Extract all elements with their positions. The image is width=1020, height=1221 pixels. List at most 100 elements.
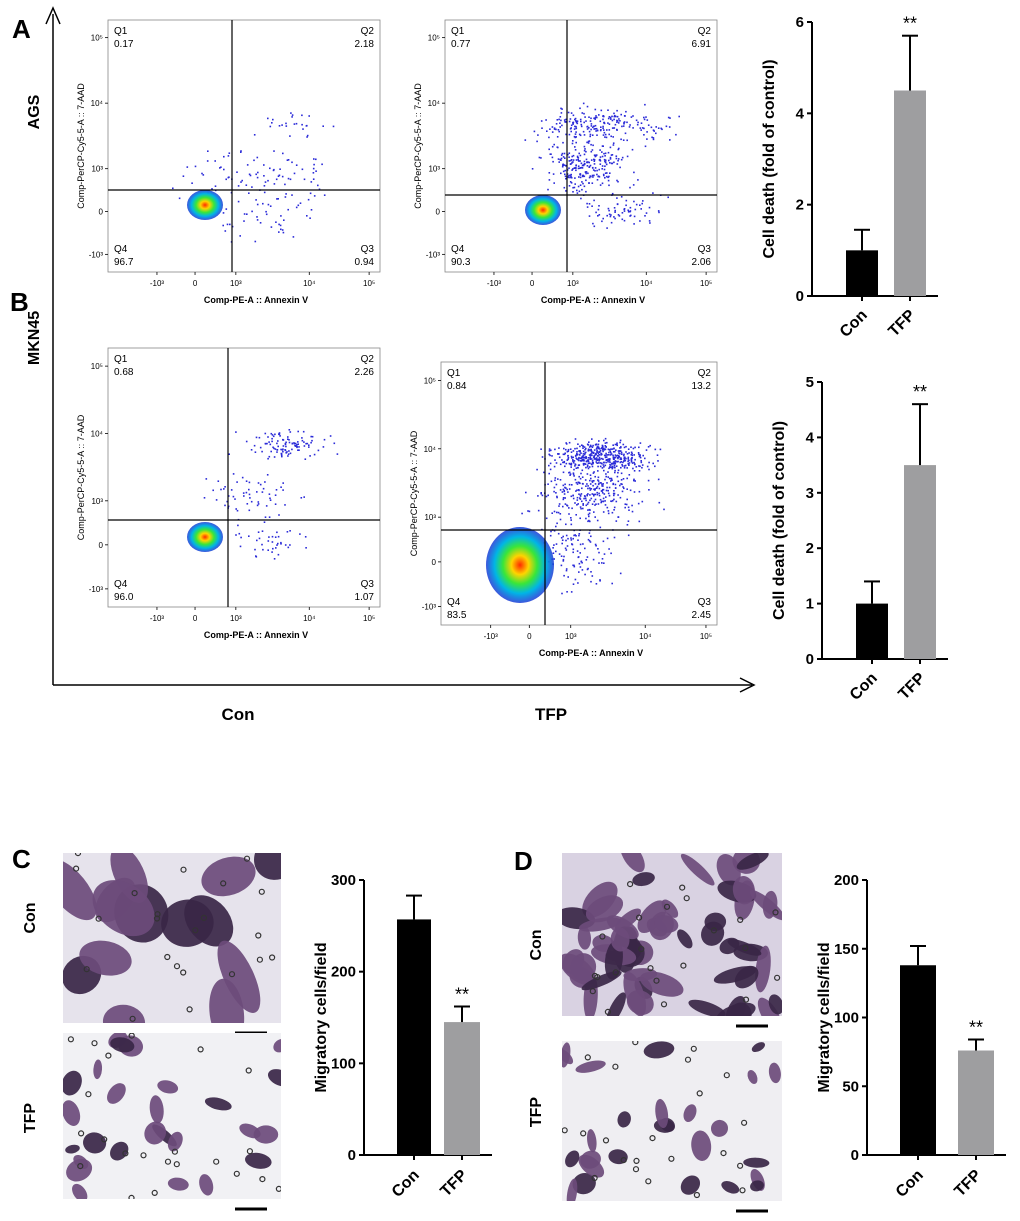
flow-event-dot [576, 496, 579, 499]
flow-event-dot [630, 451, 633, 454]
flow-event-dot [605, 473, 607, 475]
flow-event-dot [584, 171, 587, 173]
flow-event-dot [579, 154, 582, 157]
flow-event-dot [215, 499, 218, 501]
flow-event-dot [582, 450, 585, 453]
flow-event-dot [279, 168, 281, 170]
flow-event-dot [285, 122, 287, 125]
flow-event-dot [603, 122, 605, 124]
flow-event-dot [601, 492, 604, 494]
flow-event-dot [586, 105, 589, 108]
flow-event-dot [583, 134, 586, 136]
flow-event-dot [551, 455, 553, 457]
flow-event-dot [602, 173, 605, 176]
flow-event-dot [566, 488, 568, 491]
flow-event-dot [235, 534, 237, 536]
flow-event-dot [611, 479, 613, 481]
flow-event-dot [622, 454, 625, 457]
flow-event-dot [540, 492, 542, 494]
flow-event-dot [605, 175, 608, 178]
flow-event-dot [598, 482, 600, 485]
bar-category-label: Con [893, 1167, 927, 1201]
flow-event-dot [581, 444, 583, 446]
flow-event-dot [585, 460, 588, 463]
membrane-pore [723, 1072, 730, 1079]
flow-event-dot [284, 183, 286, 186]
flow-plot-frame [107, 347, 381, 608]
flow-event-dot [565, 133, 567, 136]
membrane-pore [638, 945, 645, 953]
flow-event-dot [609, 162, 611, 164]
flow-event-dot [282, 152, 284, 155]
flow-event-dot [570, 182, 573, 184]
flow-event-dot [269, 443, 272, 446]
flow-event-dot [547, 494, 549, 497]
flow-event-dot [578, 482, 581, 484]
flow-event-dot [605, 489, 608, 492]
flow-event-dot [619, 447, 621, 449]
flow-event-dot [279, 435, 281, 437]
stained-cell [199, 1174, 214, 1196]
flow-event-dot [536, 468, 538, 471]
flow-event-dot [565, 487, 567, 489]
flow-event-dot [558, 447, 560, 449]
flow-event-dot [261, 491, 264, 493]
flow-event-dot [250, 449, 253, 451]
flow-x-tick-label: -10³ [484, 632, 499, 641]
flow-event-dot [649, 444, 651, 447]
flow-event-dot [601, 182, 604, 185]
flow-event-dot [626, 498, 628, 501]
flow-event-dot [575, 164, 577, 167]
stained-cell [79, 940, 132, 976]
flow-y-tick-label: 0 [436, 208, 441, 217]
flow-event-dot [217, 480, 220, 482]
flow-event-dot [267, 203, 270, 206]
flow-event-dot [560, 555, 563, 557]
flow-y-tick-label: 10⁵ [91, 34, 103, 43]
membrane-pore [173, 963, 181, 970]
flow-event-dot [276, 198, 278, 200]
flow-event-dot [629, 206, 632, 209]
flow-event-dot [570, 539, 573, 541]
flow-event-dot [621, 453, 623, 455]
flow-y-tick-label: 10⁴ [91, 429, 104, 438]
flow-event-dot [616, 475, 619, 478]
flow-y-tick-label: 10⁵ [428, 34, 440, 43]
flow-event-dot [575, 136, 577, 138]
flow-event-dot [561, 124, 563, 127]
flow-event-dot [568, 156, 570, 158]
flow-event-dot [226, 500, 228, 503]
flow-event-dot [538, 156, 541, 159]
flow-event-dot [591, 454, 593, 457]
flow-event-dot [623, 208, 626, 210]
flow-y-tick-label: 10³ [91, 165, 103, 174]
flow-event-dot [596, 169, 598, 172]
flow-event-dot [248, 509, 251, 512]
flow-event-dot [592, 444, 594, 447]
flow-event-dot [619, 496, 622, 499]
flow-event-dot [577, 556, 580, 558]
flow-event-dot [566, 545, 569, 547]
flow-event-dot [628, 459, 630, 462]
flow-event-dot [574, 534, 576, 536]
flow-event-dot [595, 583, 598, 585]
flow-event-dot [627, 460, 629, 463]
flow-event-dot [237, 200, 240, 203]
flow-event-dot [269, 497, 271, 500]
flow-event-dot [629, 124, 631, 126]
flow-event-dot [611, 463, 613, 465]
flow-event-dot [607, 117, 610, 120]
flow-event-dot [623, 115, 626, 117]
flow-event-dot [240, 151, 242, 153]
flow-event-dot [598, 458, 601, 461]
flow-event-dot [601, 448, 604, 450]
flow-event-dot [586, 465, 589, 468]
membrane-pore [683, 895, 690, 902]
flow-event-dot [562, 170, 565, 173]
flow-event-dot [614, 450, 616, 453]
flow-event-dot [617, 471, 619, 474]
flow-event-dot [586, 556, 589, 558]
flow-x-tick-label: 10³ [567, 279, 579, 288]
flow-event-dot [545, 517, 548, 520]
